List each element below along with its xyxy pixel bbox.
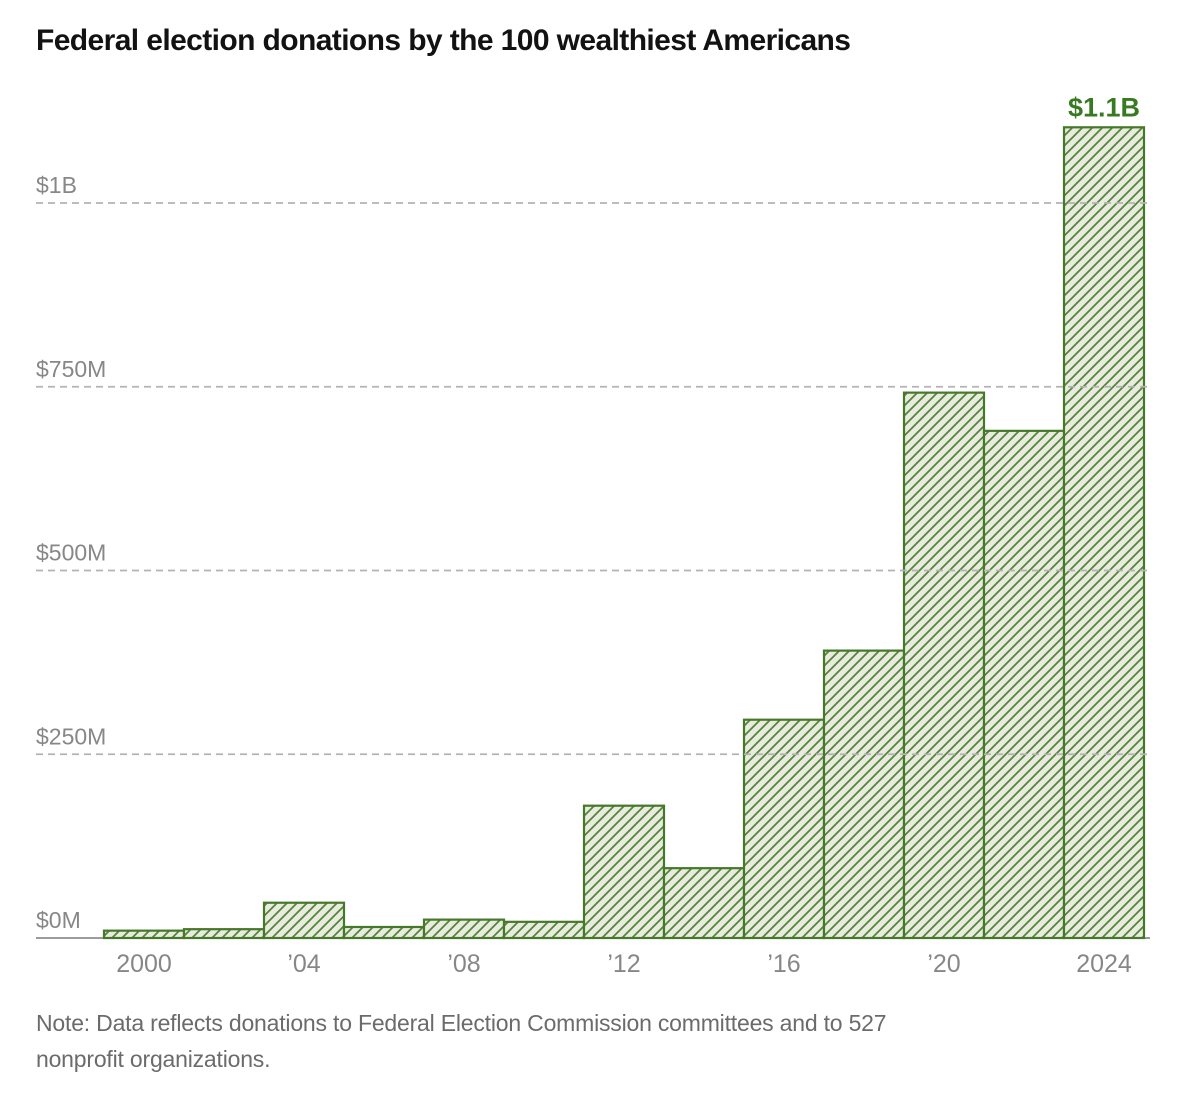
x-tick-label: ’04 <box>287 950 320 978</box>
bar-2004 <box>262 901 346 940</box>
x-tick-label: ’20 <box>927 950 960 978</box>
x-tick-label: ’08 <box>447 950 480 978</box>
bar-2002 <box>182 928 266 940</box>
bar-2014 <box>662 867 746 940</box>
bar-2000 <box>102 929 186 940</box>
y-tick-label: $500M <box>36 540 106 566</box>
chart-title: Federal election donations by the 100 we… <box>36 24 851 57</box>
bar-2016 <box>742 718 826 940</box>
y-tick-label: $1B <box>36 172 77 198</box>
bar-2012 <box>582 804 666 940</box>
bar-2018 <box>822 649 906 940</box>
x-tick-label: ’16 <box>767 950 800 978</box>
y-axis-labels: $0M $250M $500M $750M $1B <box>36 172 106 933</box>
bar-chart-svg: $0M $250M $500M $750M $1B 2000 ’04 ’08 ’12 ’16 ’20… <box>36 92 1150 978</box>
bar-2010 <box>502 920 586 940</box>
bar-2008 <box>422 918 506 940</box>
x-tick-label: 2000 <box>116 950 172 978</box>
peak-value-annotation: $1.1B <box>1068 92 1140 122</box>
chart-note: Note: Data reflects donations to Federal… <box>36 1010 887 1072</box>
x-axis-labels: 2000 ’04 ’08 ’12 ’16 ’20 2024 <box>116 950 1132 978</box>
bar-2024 <box>1062 126 1146 940</box>
y-tick-label: $0M <box>36 907 81 933</box>
y-tick-label: $250M <box>36 723 106 749</box>
y-tick-label: $750M <box>36 356 106 382</box>
bar-2006 <box>342 925 426 940</box>
bar-2022 <box>982 429 1066 940</box>
bars-group <box>102 126 1146 940</box>
x-tick-label: ’12 <box>607 950 640 978</box>
gridlines-group <box>36 202 1150 756</box>
x-tick-label: 2024 <box>1076 950 1132 978</box>
bar-2020 <box>902 391 986 940</box>
